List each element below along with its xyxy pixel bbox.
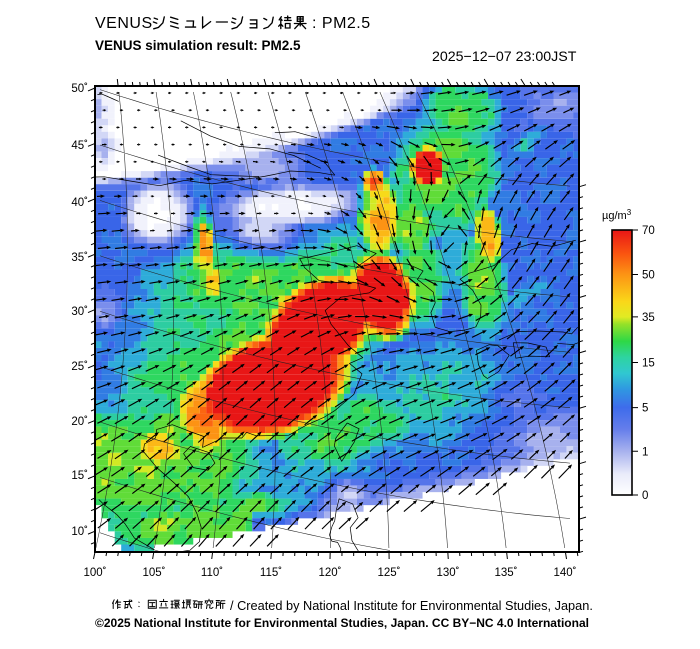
svg-text:105˚: 105˚ — [142, 567, 165, 579]
svg-text:/ Created by National Institut: / Created by National Institute for Envi… — [230, 598, 593, 613]
svg-text:100˚: 100˚ — [83, 567, 106, 579]
svg-text:140˚: 140˚ — [553, 567, 576, 579]
svg-text:35˚: 35˚ — [71, 252, 88, 264]
svg-text:120˚: 120˚ — [318, 567, 341, 579]
svg-text:: PM2.5: : PM2.5 — [312, 15, 371, 32]
svg-text:VENUS simulation result: PM2.5: VENUS simulation result: PM2.5 — [95, 38, 301, 53]
svg-text:135˚: 135˚ — [494, 567, 517, 579]
svg-text:1: 1 — [642, 446, 648, 458]
svg-text:45˚: 45˚ — [71, 140, 88, 152]
svg-text:125˚: 125˚ — [377, 567, 400, 579]
svg-text:130˚: 130˚ — [436, 567, 459, 579]
svg-text:15: 15 — [642, 358, 655, 370]
svg-text:50: 50 — [642, 270, 655, 282]
svg-text:35: 35 — [642, 312, 655, 324]
svg-text:50˚: 50˚ — [71, 83, 88, 95]
svg-text:115˚: 115˚ — [260, 567, 282, 579]
svg-text:10˚: 10˚ — [71, 526, 88, 538]
svg-text:5: 5 — [642, 403, 648, 415]
svg-text:2025−12−07 23:00JST: 2025−12−07 23:00JST — [432, 49, 577, 65]
svg-text:70: 70 — [642, 225, 655, 237]
svg-text:µg/m3: µg/m3 — [602, 208, 632, 222]
svg-text:VENUS: VENUS — [95, 15, 153, 32]
svg-text:110˚: 110˚ — [201, 567, 223, 579]
svg-text:15˚: 15˚ — [71, 470, 88, 482]
svg-text:©2025 National Institute for E: ©2025 National Institute for Environment… — [95, 616, 589, 630]
svg-text:40˚: 40˚ — [71, 197, 88, 209]
svg-text:20˚: 20˚ — [71, 416, 88, 428]
svg-text:30˚: 30˚ — [71, 306, 88, 318]
svg-text:25˚: 25˚ — [71, 361, 88, 373]
svg-text:0: 0 — [642, 490, 648, 502]
